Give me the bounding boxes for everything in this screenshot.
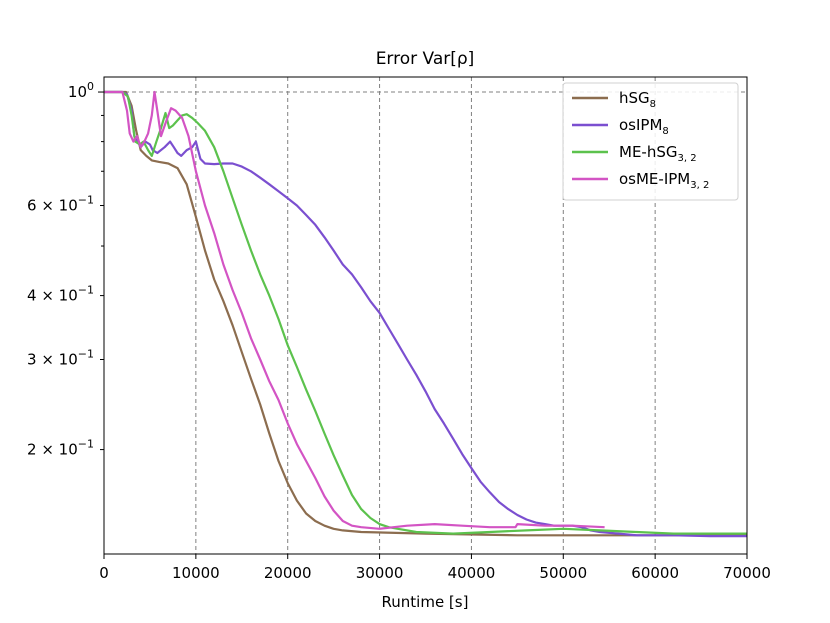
legend-label-osipm: osIPM8: [619, 116, 669, 137]
series-line-osipm: [104, 90, 747, 538]
series-line-me-hsg: [104, 90, 747, 535]
legend-label-osme-ipm: osME-IPM3, 2: [619, 170, 709, 191]
chart-title: Error Var[ρ]: [376, 49, 475, 69]
x-axis-label: Runtime [s]: [382, 593, 469, 611]
series-line-hsg: [104, 90, 747, 537]
plot-lines: [104, 90, 747, 538]
legend-label-hsg: hSG8: [619, 89, 656, 110]
series-line-osme-ipm: [104, 90, 605, 530]
x-tick-label: 20000: [264, 564, 312, 582]
x-tick-label: 50000: [539, 564, 587, 582]
x-tick-label: 70000: [723, 564, 771, 582]
legend: hSG8 osIPM8 ME-hSG3, 2 osME-IPM3, 2: [562, 82, 739, 201]
y-tick-label: 4 × 10−1: [27, 284, 94, 305]
y-axis: 100 6 × 10−1 4 × 10−1 3 × 10−1 2 × 10−1: [27, 80, 104, 459]
x-tick-label: 40000: [448, 564, 496, 582]
x-axis: 0 10000 20000 30000 40000 50000 60000 70000: [99, 554, 771, 582]
y-tick-label: 6 × 10−1: [27, 194, 94, 215]
y-tick-label: 3 × 10−1: [27, 348, 94, 369]
y-tick-label: 2 × 10−1: [27, 438, 94, 459]
legend-box: [562, 82, 739, 201]
x-tick-label: 10000: [172, 564, 220, 582]
y-tick-label: 100: [68, 80, 94, 101]
plot-frame: [103, 76, 748, 555]
x-tick-label: 30000: [356, 564, 404, 582]
legend-label-me-hsg: ME-hSG3, 2: [619, 143, 697, 164]
x-tick-label: 60000: [631, 564, 679, 582]
x-tick-label: 0: [99, 564, 109, 582]
